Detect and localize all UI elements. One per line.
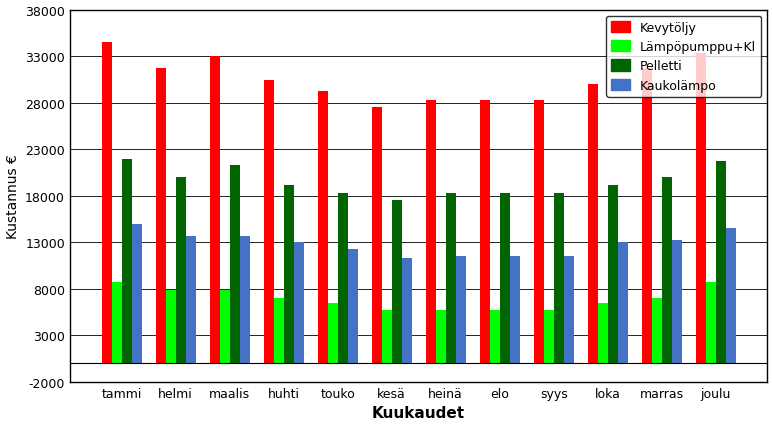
Bar [716, 162, 726, 363]
Bar [706, 283, 716, 363]
Bar [121, 159, 131, 363]
Bar [726, 229, 736, 363]
Bar [328, 303, 338, 363]
Bar [480, 101, 489, 363]
Bar [220, 290, 230, 363]
Bar [101, 43, 111, 363]
Bar [436, 311, 446, 363]
Bar [455, 257, 465, 363]
Bar [264, 81, 274, 363]
Bar [509, 257, 519, 363]
Legend: Kevytöljy, Lämpöpumppu+Kl, Pelletti, Kaukolämpo: Kevytöljy, Lämpöpumppu+Kl, Pelletti, Kau… [606, 17, 761, 97]
Bar [338, 193, 348, 363]
Bar [402, 259, 412, 363]
Bar [284, 185, 294, 363]
Bar [111, 283, 121, 363]
Bar [240, 236, 250, 363]
Bar [564, 257, 574, 363]
Bar [587, 85, 598, 363]
Bar [426, 101, 436, 363]
Bar [553, 193, 564, 363]
Bar [598, 303, 608, 363]
Bar [608, 185, 618, 363]
Bar [533, 101, 543, 363]
Bar [543, 311, 553, 363]
Bar [209, 57, 220, 363]
Bar [165, 290, 175, 363]
Bar [662, 178, 672, 363]
Bar [318, 92, 328, 363]
Bar [131, 224, 141, 363]
Bar [155, 69, 165, 363]
Y-axis label: Kustannus €: Kustannus € [5, 154, 19, 239]
Bar [175, 178, 186, 363]
Bar [294, 243, 304, 363]
Bar [696, 54, 706, 363]
Bar [652, 299, 662, 363]
Bar [392, 201, 402, 363]
Bar [618, 243, 628, 363]
Bar [274, 299, 284, 363]
Bar [230, 166, 240, 363]
Bar [672, 240, 682, 363]
Bar [186, 236, 196, 363]
Bar [348, 249, 358, 363]
Bar [642, 69, 652, 363]
X-axis label: Kuukaudet: Kuukaudet [372, 406, 465, 420]
Bar [446, 193, 455, 363]
Bar [372, 108, 382, 363]
Bar [489, 311, 499, 363]
Bar [499, 193, 509, 363]
Bar [382, 311, 392, 363]
